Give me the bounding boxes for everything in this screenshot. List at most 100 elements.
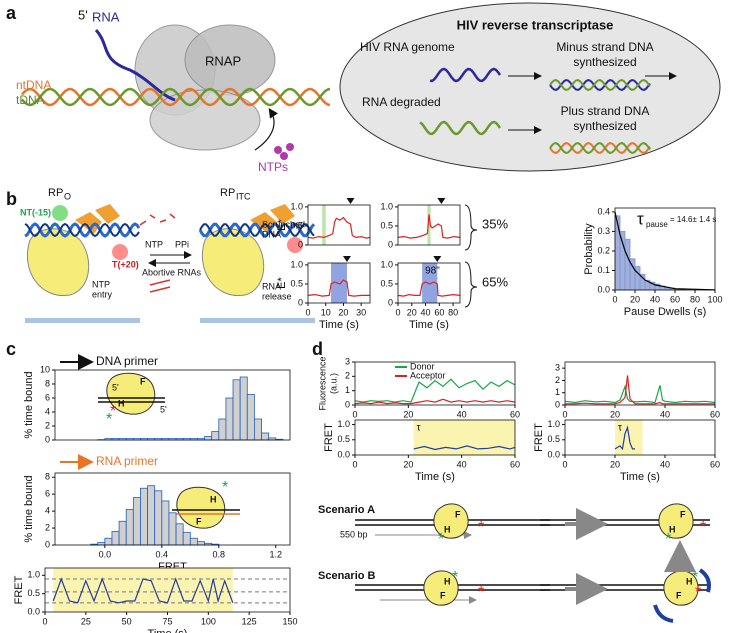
label: H	[444, 576, 451, 586]
svg-text:*: *	[110, 403, 116, 420]
shade	[413, 420, 515, 455]
chart: 0 0.5 1.0	[380, 198, 461, 249]
bar	[211, 431, 220, 441]
bar	[639, 273, 646, 291]
svg-text:*: *	[665, 531, 671, 548]
y-axis-label: E*	[276, 218, 288, 230]
shade	[322, 205, 326, 245]
annotation: τ	[618, 423, 622, 434]
svg-text:*: *	[106, 411, 112, 428]
x-tick-label: 10	[321, 307, 331, 317]
label: 5'	[160, 404, 167, 414]
x-tick-label: 80	[448, 307, 458, 317]
svg-text:*: *	[452, 569, 458, 586]
x-tick-label: 0.8	[213, 549, 226, 559]
y-tick-label: 6	[45, 489, 50, 499]
helix	[429, 67, 502, 83]
y-tick-label: 0.2	[597, 245, 610, 255]
helix	[24, 222, 140, 238]
label: DNA primer	[96, 354, 158, 368]
x-tick-label: 75	[162, 616, 172, 626]
label: H	[444, 524, 451, 534]
svg-text:*: *	[478, 584, 484, 601]
annotation: pause	[646, 220, 668, 229]
y-axis-label: FRET	[13, 575, 25, 604]
x-tick-label: 20	[407, 307, 417, 317]
fit-line	[614, 211, 716, 291]
helix	[199, 223, 315, 237]
axes-frame	[54, 472, 291, 546]
helix	[549, 142, 651, 154]
chart: 0 0.5 1.0E*	[276, 198, 371, 249]
chart: 0 0.5 1.0 0 20 40 60 80 Time (s) 98"	[380, 256, 461, 331]
annotation: τ	[637, 209, 644, 228]
label: NTP	[92, 279, 110, 289]
data-line	[307, 279, 370, 297]
marker	[346, 198, 355, 204]
x-axis-label: Time (s)	[409, 319, 449, 331]
data-line	[564, 384, 716, 404]
y-tick-label: 1.0	[337, 419, 350, 429]
x-tick-label: 40	[457, 409, 467, 419]
y-tick-label: 0	[45, 539, 50, 549]
y-axis-label: FRET	[323, 423, 335, 452]
y-tick-label: 1.0	[27, 570, 40, 580]
helix	[549, 142, 651, 154]
x-tick-label: 100	[201, 616, 216, 626]
y-tick-label: 1	[345, 385, 350, 395]
data-line	[397, 214, 461, 239]
bar	[175, 523, 184, 546]
x-tick-label: 60	[434, 307, 444, 317]
label: Minus strand DNA	[556, 40, 653, 54]
label: NT(-15)	[20, 207, 51, 217]
x-tick-label: 20	[403, 459, 413, 469]
label: H	[118, 398, 125, 408]
bar	[147, 485, 156, 546]
axes-frame	[564, 361, 716, 406]
panel-label: c	[6, 339, 16, 359]
label: F	[440, 590, 446, 600]
y-tick-label: 2	[345, 371, 350, 381]
label: F	[455, 509, 461, 519]
x-tick-label: 25	[81, 616, 91, 626]
label: 5'	[112, 382, 119, 392]
y-axis-label: FRET	[533, 423, 545, 452]
x-tick-label: 0	[305, 307, 310, 317]
y-tick-label: 0.5	[27, 588, 40, 598]
bar	[253, 418, 262, 441]
label: T(+20)	[112, 259, 139, 269]
bar	[118, 520, 127, 546]
bar	[168, 512, 177, 546]
x-axis-label: Time (s)	[319, 319, 359, 331]
bar	[189, 537, 198, 546]
y-tick-label: 0.5	[290, 220, 303, 230]
axes-frame	[354, 419, 516, 456]
helix	[198, 222, 316, 238]
marker	[342, 256, 351, 262]
label: Scenario B	[318, 570, 376, 582]
y-axis-label: Fluorescence	[317, 356, 327, 410]
y-axis-label: % time bound	[23, 371, 35, 438]
title: HIV reverse transcriptase	[457, 17, 614, 32]
label: F	[196, 516, 202, 526]
x-tick-label: 40	[660, 459, 670, 469]
y-tick-label: 10	[40, 364, 50, 374]
data-line	[354, 398, 516, 405]
chart: 0.0 0.5 1.0 0 25 50 75 100 125 150 Time (s) FRET	[13, 567, 298, 633]
chart: 0.0 0.5 1.0 0 20 40 60 Time (s) FRET τ	[533, 419, 720, 483]
label: H	[669, 524, 676, 534]
label: release	[262, 291, 292, 301]
x-tick-label: 40	[650, 294, 660, 304]
x-tick-label: 0	[352, 459, 357, 469]
bar	[634, 266, 641, 291]
x-tick-label: 150	[282, 616, 297, 626]
bar	[154, 490, 163, 546]
label: synthesized	[573, 55, 636, 69]
y-tick-label: 0	[298, 297, 303, 307]
data-line	[614, 425, 635, 451]
label: RNA primer	[96, 454, 158, 468]
y-tick-label: 4	[45, 505, 50, 515]
y-axis-label: % time bound	[23, 475, 35, 542]
legend-label: Donor	[410, 361, 435, 371]
